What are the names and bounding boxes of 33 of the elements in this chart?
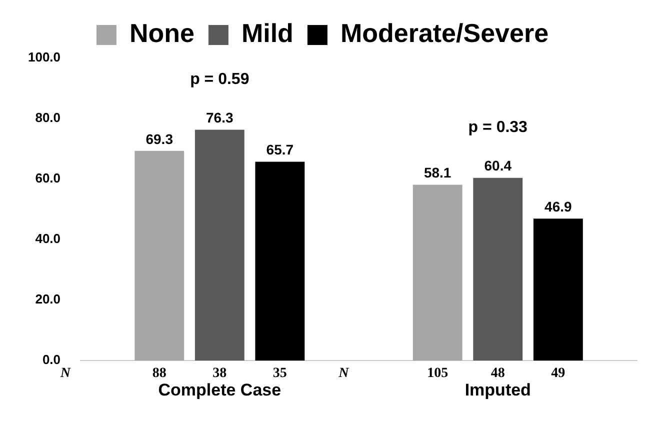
bar xyxy=(412,184,462,361)
data-label: 46.9 xyxy=(544,198,572,215)
bar xyxy=(255,162,305,361)
x-tick-label: Complete Case xyxy=(158,380,282,400)
bar xyxy=(473,178,523,361)
bar xyxy=(533,218,583,361)
text: 49 xyxy=(551,366,566,382)
text: 105 xyxy=(427,366,448,382)
bar xyxy=(194,130,244,361)
annotation: p = 0.59 xyxy=(190,71,250,88)
text: 88 xyxy=(152,366,166,382)
y-tick-label: 100.0 xyxy=(28,50,61,65)
data-label: 76.3 xyxy=(206,110,234,126)
text: N xyxy=(338,366,350,382)
data-label: 65.7 xyxy=(266,142,294,158)
legend-label: Mild xyxy=(241,18,294,48)
y-tick-label: 60.0 xyxy=(35,170,61,186)
bar xyxy=(134,150,184,361)
text: N xyxy=(59,366,72,382)
data-label: 60.4 xyxy=(484,158,512,174)
legend-label: None xyxy=(129,18,194,48)
text: 38 xyxy=(212,366,227,382)
data-label: 58.1 xyxy=(424,164,452,181)
y-tick-label: 0.0 xyxy=(42,352,61,368)
x-tick-label: Imputed xyxy=(464,380,531,400)
legend-label: Moderate/Severe xyxy=(340,18,549,48)
annotation: p = 0.33 xyxy=(468,119,528,136)
data-label: 69.3 xyxy=(146,130,174,147)
text: 48 xyxy=(490,366,505,382)
y-tick-label: 20.0 xyxy=(35,292,61,307)
y-tick-label: 80.0 xyxy=(35,110,61,126)
y-tick-label: 40.0 xyxy=(35,231,61,246)
text: 35 xyxy=(272,366,287,382)
